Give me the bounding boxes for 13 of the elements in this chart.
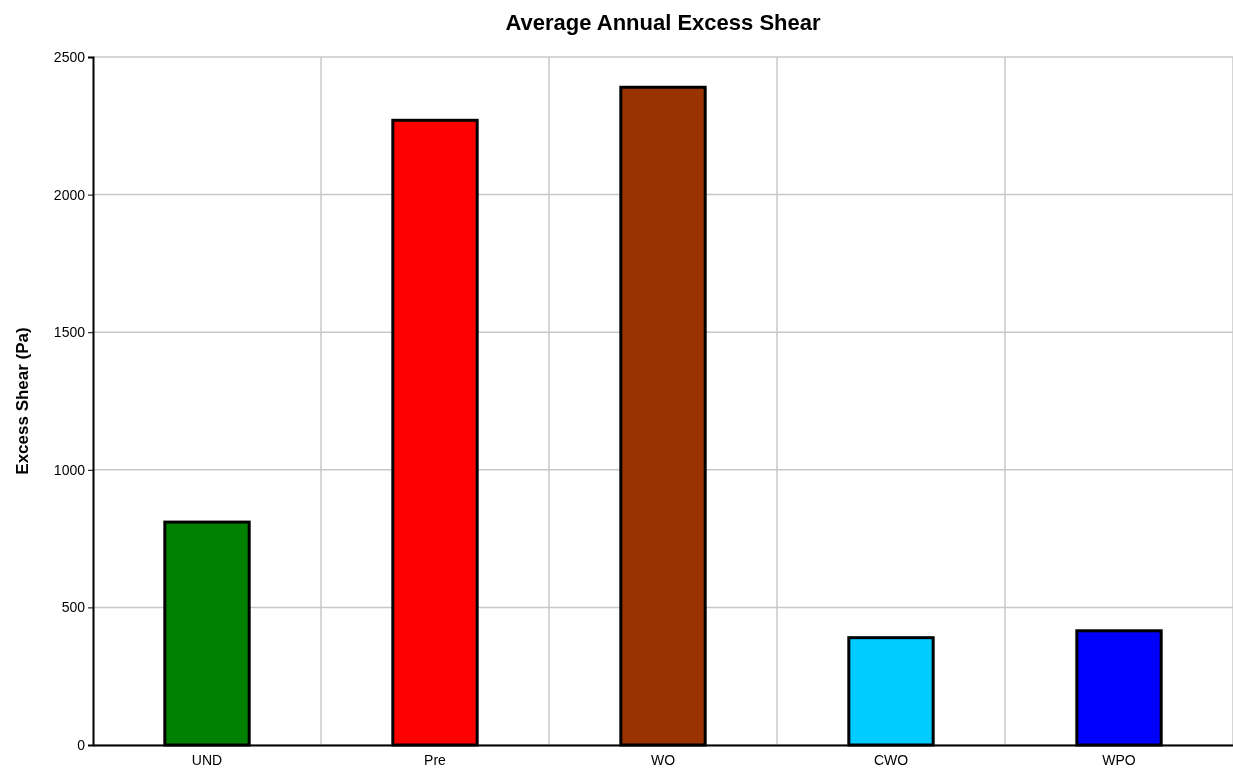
x-tick-label: WO bbox=[650, 751, 676, 768]
chart-title: Average Annual Excess Shear bbox=[505, 10, 821, 35]
y-tick-label: 500 bbox=[61, 599, 86, 616]
y-tick-label: 0 bbox=[77, 736, 86, 753]
y-tick-label: 2000 bbox=[53, 186, 86, 203]
x-tick-label: WPO bbox=[1102, 751, 1136, 768]
x-tick-label: Pre bbox=[424, 751, 447, 768]
y-tick-label: 1500 bbox=[53, 324, 86, 341]
y-axis-title: Excess Shear (Pa) bbox=[13, 327, 32, 475]
x-tick-label: UND bbox=[191, 751, 223, 768]
x-tick-label: CWO bbox=[873, 751, 909, 768]
y-tick-label: 1000 bbox=[53, 461, 86, 478]
y-tick-label: 2500 bbox=[53, 48, 86, 65]
